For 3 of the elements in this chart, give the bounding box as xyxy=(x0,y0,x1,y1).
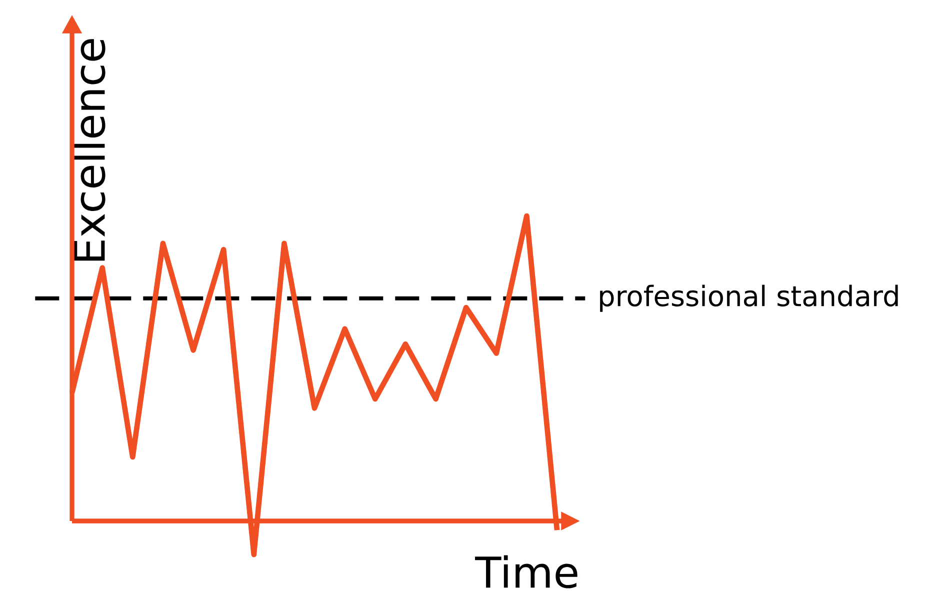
y-axis-title: Excellence xyxy=(72,39,106,261)
ref-line-label: professional standard xyxy=(600,284,898,312)
x-axis-title: Time xyxy=(474,555,578,588)
